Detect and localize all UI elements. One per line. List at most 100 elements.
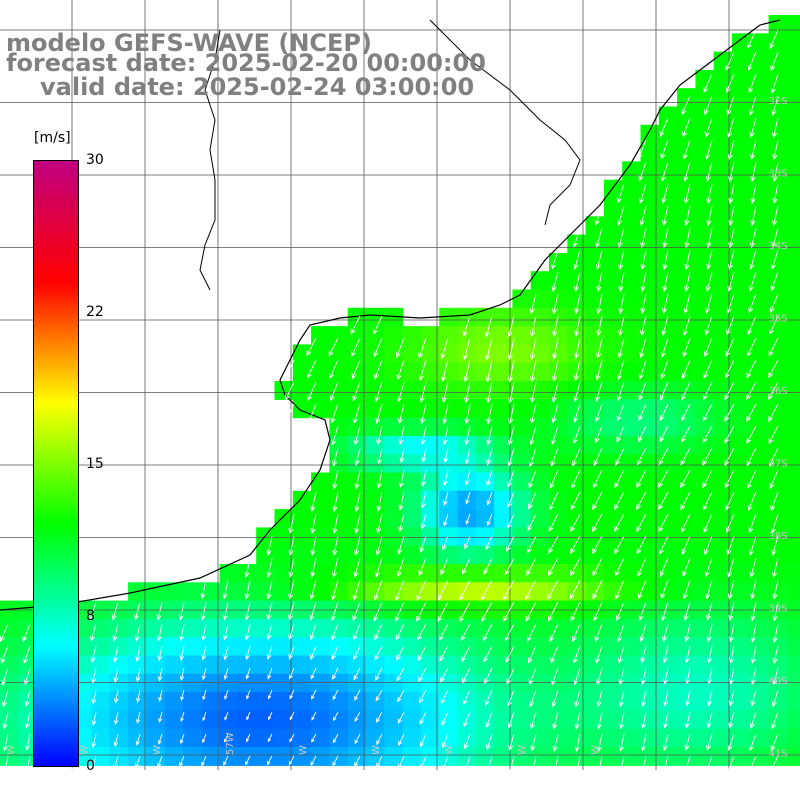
wind-speed-cell xyxy=(567,618,587,638)
wind-arrow xyxy=(113,711,119,726)
wind-arrow xyxy=(660,161,669,182)
wind-speed-cell xyxy=(494,747,513,766)
wind-arrow xyxy=(771,227,779,249)
wind-speed-cell xyxy=(640,637,660,657)
wind-speed-cell xyxy=(713,545,733,565)
wind-arrow xyxy=(416,579,427,601)
wind-arrow xyxy=(354,513,361,535)
wind-arrow xyxy=(702,403,713,422)
wind-arrow xyxy=(662,645,669,664)
wind-arrow xyxy=(397,403,405,425)
wind-arrow xyxy=(725,513,735,534)
wind-speed-cell xyxy=(512,655,532,675)
wind-speed-cell xyxy=(567,435,587,455)
wind-speed-cell xyxy=(402,417,422,437)
colorbar-tick-15: 15 xyxy=(86,456,104,472)
wind-speed-cell xyxy=(549,362,568,382)
wind-speed-cell xyxy=(732,198,751,217)
wind-speed-cell xyxy=(439,509,459,528)
wind-speed-cell xyxy=(713,454,733,474)
wind-speed-cell xyxy=(91,618,111,638)
wind-speed-cell xyxy=(622,381,642,400)
wind-speed-cell xyxy=(439,673,459,693)
wind-speed-cell xyxy=(549,399,568,419)
wind-speed-cell xyxy=(768,582,788,602)
wind-arrow xyxy=(332,491,339,513)
wind-speed-cell xyxy=(183,692,202,711)
wind-speed-cell xyxy=(420,692,440,711)
wind-speed-cell xyxy=(768,51,788,71)
wind-arrow xyxy=(224,711,229,721)
wind-arrow xyxy=(548,513,559,533)
wind-speed-cell xyxy=(786,472,800,492)
wind-arrow xyxy=(463,359,471,383)
wind-arrow xyxy=(771,95,779,116)
wind-speed-cell xyxy=(164,618,184,638)
wind-arrow xyxy=(288,579,295,600)
wind-arrow xyxy=(726,315,735,336)
wind-arrow xyxy=(529,689,537,708)
wind-arrow xyxy=(441,733,449,749)
wind-speed-cell xyxy=(786,124,800,144)
wind-arrow xyxy=(222,623,229,641)
wind-speed-cell xyxy=(366,582,385,602)
wind-speed-cell xyxy=(237,637,257,657)
wind-speed-cell xyxy=(585,582,605,602)
wind-speed-cell xyxy=(0,637,19,657)
wind-speed-cell xyxy=(640,454,660,474)
wind-arrow xyxy=(376,513,383,534)
wind-arrow xyxy=(659,425,669,443)
wind-speed-cell xyxy=(713,143,733,162)
wind-speed-cell xyxy=(256,545,276,565)
wind-speed-cell xyxy=(384,618,404,638)
wind-speed-cell xyxy=(750,399,770,419)
wind-speed-cell xyxy=(420,490,440,510)
wind-speed-cell xyxy=(366,362,385,382)
wind-arrow xyxy=(244,579,251,600)
wind-speed-cell xyxy=(292,564,312,583)
wind-speed-cell xyxy=(347,399,367,419)
wind-speed-cell xyxy=(567,728,587,748)
wind-speed-cell xyxy=(786,381,800,400)
wind-speed-cell xyxy=(695,381,715,400)
wind-speed-cell xyxy=(768,69,788,89)
wind-speed-cell xyxy=(658,710,678,730)
wind-arrow xyxy=(747,315,757,335)
wind-speed-cell xyxy=(311,509,330,528)
wind-speed-cell xyxy=(475,362,495,382)
lat-label: 39S xyxy=(768,604,787,615)
wind-speed-cell xyxy=(329,728,349,748)
wind-arrow xyxy=(747,51,757,72)
wind-arrow xyxy=(706,733,713,751)
wind-arrow xyxy=(617,645,625,664)
wind-arrow xyxy=(570,491,581,511)
wind-speed-cell xyxy=(366,545,385,565)
wind-speed-cell xyxy=(109,747,129,766)
wind-arrow xyxy=(505,645,515,664)
wind-arrow xyxy=(641,711,647,729)
wind-arrow xyxy=(486,447,493,466)
wind-arrow xyxy=(529,425,537,446)
wind-speed-cell xyxy=(732,472,751,492)
wind-speed-cell xyxy=(732,344,751,364)
wind-speed-cell xyxy=(713,564,733,583)
wind-arrow xyxy=(724,447,735,467)
wind-speed-cell xyxy=(183,618,202,638)
wind-speed-cell xyxy=(237,618,257,638)
wind-arrow xyxy=(398,755,405,770)
wind-speed-cell xyxy=(366,655,385,675)
wind-arrow xyxy=(748,755,757,774)
wind-arrow xyxy=(771,711,779,730)
wind-speed-cell xyxy=(292,637,312,657)
wind-speed-cell xyxy=(219,728,239,748)
wind-arrow xyxy=(706,249,713,271)
wind-speed-cell xyxy=(567,289,587,309)
wind-arrow xyxy=(201,755,207,767)
wind-speed-cell xyxy=(750,198,770,217)
wind-arrow xyxy=(748,73,757,94)
wind-speed-cell xyxy=(585,362,605,382)
title-valid-date: valid date: 2025-02-24 03:00:00 xyxy=(40,73,475,101)
wind-arrow xyxy=(748,513,757,534)
wind-speed-cell xyxy=(530,618,550,638)
wind-speed-cell xyxy=(402,637,422,657)
